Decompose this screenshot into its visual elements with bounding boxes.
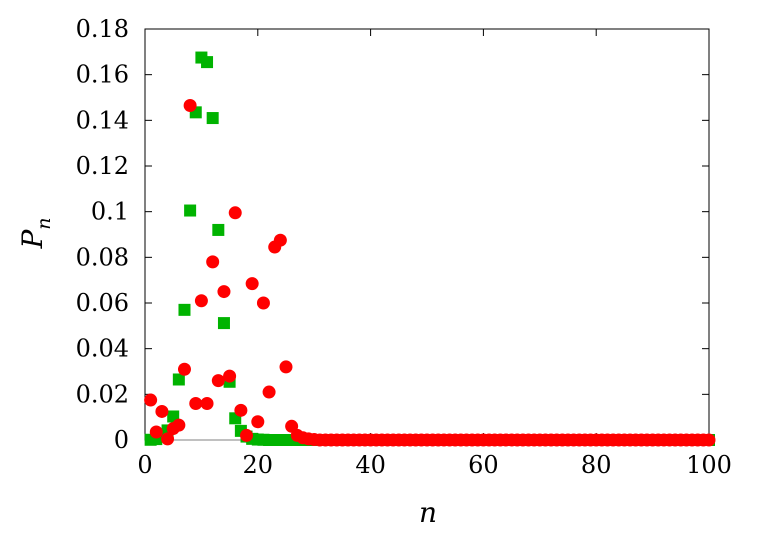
x-tick-label: 100 [686,451,732,479]
data-point-circle [228,206,242,220]
x-tick-label: 0 [137,451,152,479]
data-point-circle [245,277,259,291]
data-point-circle [206,255,220,269]
y-tick-label: 0 [114,426,129,454]
data-point-square [178,303,191,316]
data-point-circle [155,404,169,418]
data-point-circle [149,425,163,439]
y-tick-label: 0.12 [76,152,129,180]
y-tick-label: 0.1 [91,198,129,226]
data-point-circle [217,285,231,299]
data-point-circle [211,374,225,388]
data-point-circle [262,385,276,399]
x-tick-label: 60 [468,451,499,479]
data-point-circle [161,432,175,446]
data-point-circle [177,362,191,376]
y-tick-label: 0.16 [76,61,129,89]
data-point-square [217,317,230,330]
data-point-circle [194,294,208,308]
data-point-square [206,112,219,125]
y-tick-label: 0.08 [76,243,129,271]
series-circle [144,98,716,447]
data-point-square [201,56,214,69]
x-tick-label: 20 [243,451,274,479]
y-axis-title-sub: n [33,217,55,229]
data-point-circle [172,418,186,432]
data-point-square [212,223,225,236]
data-point-circle [251,415,265,429]
data-point-circle [702,433,716,447]
data-point-circle [240,428,254,442]
y-tick-label: 0.04 [76,335,129,363]
data-point-circle [279,360,293,374]
y-tick-label: 0.02 [76,380,129,408]
data-point-circle [144,393,158,407]
y-tick-label: 0.06 [76,289,129,317]
data-point-circle [234,403,248,417]
x-tick-label: 40 [355,451,386,479]
data-point-circle [200,396,214,410]
x-axis-title: n [419,496,437,529]
data-point-circle [273,233,287,247]
data-point-square [184,204,197,217]
data-point-circle [256,296,270,310]
y-axis-title: Pn [16,217,55,249]
data-point-circle [223,369,237,383]
x-tick-label: 80 [581,451,612,479]
y-tick-label: 0.18 [76,15,129,43]
series-square [144,51,715,446]
data-point-square [172,373,185,386]
y-tick-label: 0.14 [76,106,129,134]
data-point-circle [183,98,197,112]
y-axis-title-main: P [16,229,49,250]
data-point-circle [189,396,203,410]
